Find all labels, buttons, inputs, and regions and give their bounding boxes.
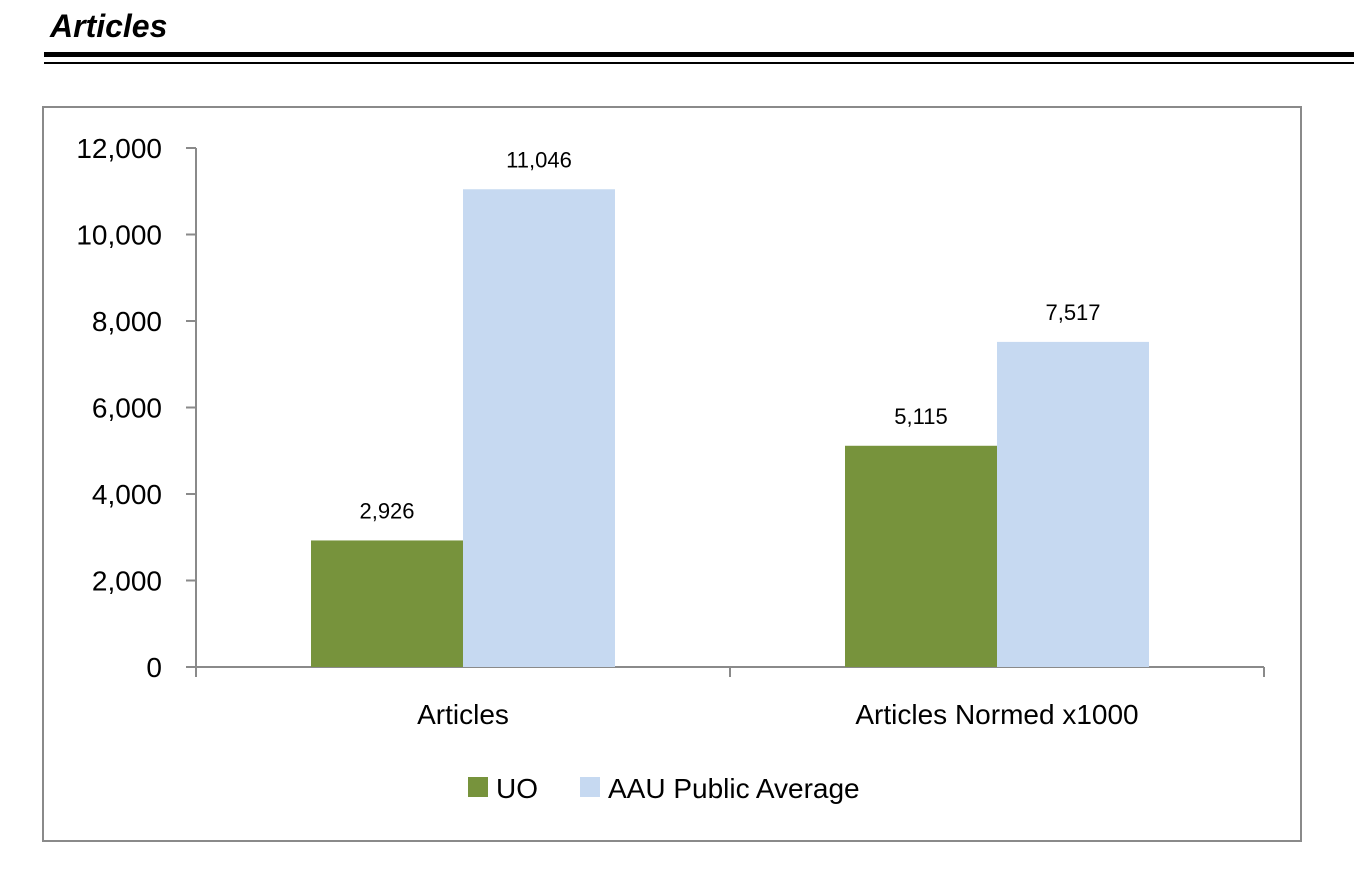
legend-swatch (580, 777, 600, 797)
y-tick-label: 12,000 (76, 133, 162, 164)
y-tick-label: 10,000 (76, 220, 162, 251)
bar-aau-public-average-1 (997, 341, 1149, 667)
y-tick-label: 0 (146, 652, 162, 683)
data-label: 11,046 (506, 147, 572, 172)
heading-rule-thick (44, 52, 1354, 57)
x-category-label: Articles (417, 699, 509, 730)
data-label: 5,115 (894, 404, 947, 429)
chart-labels: 2,926 11,046 Articles 5,115 7,517 Articles No… (359, 147, 1138, 730)
heading-rule-thin (44, 62, 1354, 64)
legend-label: AAU Public Average (608, 773, 860, 804)
y-tick-label: 6,000 (92, 393, 162, 424)
data-label: 2,926 (359, 498, 414, 523)
bar-uo-1 (845, 445, 997, 667)
chart-bars (311, 189, 1149, 667)
x-category-label: Articles Normed x1000 (855, 699, 1138, 730)
y-tick-label: 4,000 (92, 479, 162, 510)
y-tick-label: 2,000 (92, 566, 162, 597)
bar-aau-public-average-0 (463, 189, 615, 667)
legend-label: UO (496, 773, 538, 804)
y-tick-label: 8,000 (92, 306, 162, 337)
chart-legend: UO AAU Public Average (468, 773, 860, 804)
legend-swatch (468, 777, 488, 797)
page-heading: Articles (50, 8, 168, 44)
data-label: 7,517 (1045, 300, 1100, 325)
bar-uo-0 (311, 540, 463, 667)
